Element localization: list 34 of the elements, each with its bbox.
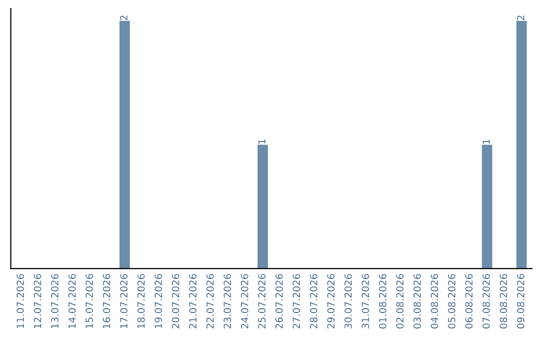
x-tick-label: 21.07.2026: [189, 274, 197, 328]
x-tick-label: 02.08.2026: [396, 274, 404, 328]
x-tick-label: 07.08.2026: [482, 274, 490, 328]
x-tick-label: 06.08.2026: [465, 274, 473, 328]
x-tick-label: 29.07.2026: [327, 274, 335, 328]
x-tick-label: 08.08.2026: [500, 274, 508, 328]
x-tick-label: 09.08.2026: [517, 274, 524, 328]
x-tick-label: 24.07.2026: [240, 274, 248, 328]
x-tick-label: 11.07.2026: [16, 274, 24, 328]
x-tick-label: 14.07.2026: [68, 274, 76, 328]
x-tick-label: 20.07.2026: [172, 274, 180, 328]
x-tick-label: 22.07.2026: [206, 274, 214, 328]
x-tick-label: 25.07.2026: [258, 274, 266, 328]
data-label: 2: [120, 16, 128, 20]
x-tick-label: 19.07.2026: [154, 274, 162, 328]
x-tick-label: 28.07.2026: [310, 274, 318, 328]
data-label: 1: [258, 139, 266, 144]
x-tick-label: 04.08.2026: [430, 274, 438, 328]
data-label: 2: [517, 16, 524, 20]
x-tick-label: 30.07.2026: [344, 274, 352, 328]
x-tick-label: 05.08.2026: [448, 274, 456, 328]
x-tick-label: 12.07.2026: [34, 274, 42, 328]
data-label: 1: [482, 139, 490, 144]
x-tick-label: 15.07.2026: [86, 274, 93, 328]
x-tick-label: 16.07.2026: [102, 274, 110, 328]
x-tick-label: 23.07.2026: [224, 274, 232, 328]
x-tick-label: 27.07.2026: [292, 274, 300, 328]
x-tick-label: 31.07.2026: [362, 274, 370, 328]
x-tick-label: 17.07.2026: [120, 274, 128, 328]
x-tick-label: 13.07.2026: [51, 274, 58, 328]
x-tick-label: 01.08.2026: [378, 274, 386, 328]
x-tick-label: 03.08.2026: [413, 274, 421, 328]
x-tick-label: 26.07.2026: [275, 274, 283, 328]
x-tick-label: 18.07.2026: [137, 274, 145, 328]
